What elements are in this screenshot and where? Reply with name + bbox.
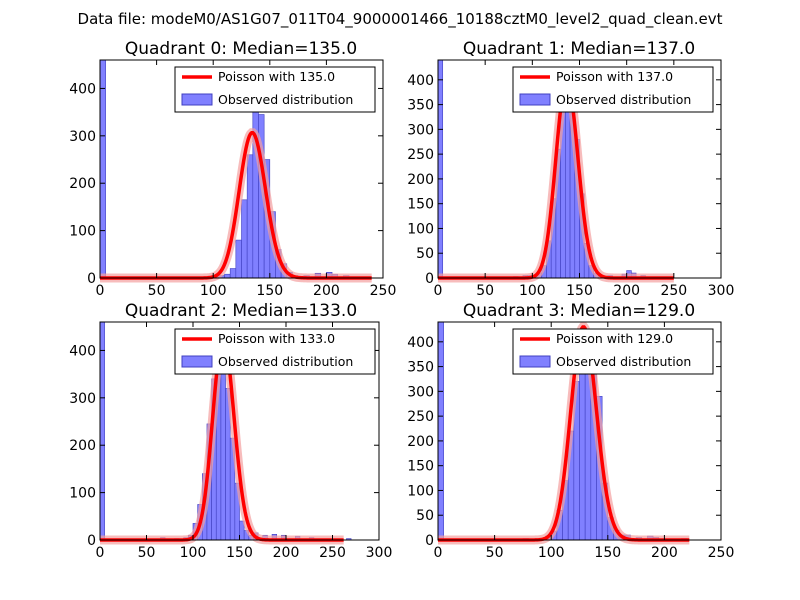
histogram-bar (246, 154, 254, 279)
plot-area: 0 50 100 150 200 250 300 0 50 100 150 200 250 300 350 4… (407, 59, 735, 299)
histogram-bar (437, 59, 444, 279)
histogram-bar (99, 321, 105, 541)
y-tick-label: 100 (69, 224, 96, 240)
legend-hist-label: Observed distribution (218, 92, 353, 107)
y-tick-label: 200 (69, 438, 96, 454)
x-tick-label: 0 (434, 283, 443, 299)
x-tick-label: 50 (138, 545, 156, 561)
y-tick-label: 0 (87, 533, 96, 549)
x-tick-label: 50 (476, 283, 494, 299)
y-tick-label: 400 (69, 343, 96, 359)
panel-title: Quadrant 1: Median=137.0 (463, 39, 695, 59)
axes-frame (99, 59, 384, 279)
y-tick-label: 400 (69, 81, 96, 97)
plot-area: 0 50 100 150 200 250 0 50 100 150 200 250 300 350 400 (407, 321, 735, 561)
histogram-bar (241, 199, 248, 279)
panel-quadrant-0: Quadrant 0: Median=135.0 0 50 100 150 200 250… (69, 39, 396, 299)
x-tick-label: 250 (660, 283, 687, 299)
x-tick-label: 150 (226, 545, 253, 561)
y-tick-label: 350 (407, 98, 434, 114)
x-tick-label: 100 (538, 545, 565, 561)
y-tick-label: 50 (416, 508, 434, 524)
panel-quadrant-3: Quadrant 3: Median=129.0 0 50 100 150 200 250… (407, 301, 734, 561)
x-tick-label: 50 (148, 283, 166, 299)
x-tick-label: 200 (273, 545, 300, 561)
histogram-bar (229, 268, 237, 279)
x-tick-label: 150 (594, 545, 621, 561)
x-tick-label: 200 (651, 545, 678, 561)
figure-suptitle: Data file: modeM0/AS1G07_011T04_90000014… (78, 10, 723, 29)
legend: Poisson with 135.0 Observed distribution (174, 66, 376, 113)
y-tick-label: 300 (407, 122, 434, 138)
panel-quadrant-2: Quadrant 2: Median=133.0 0 50 100 150 200 250… (69, 301, 392, 561)
legend-hist-label: Observed distribution (556, 354, 691, 369)
x-tick-label: 200 (613, 283, 640, 299)
x-tick-label: 0 (434, 545, 443, 561)
histogram-bar (579, 348, 586, 541)
legend-hist-swatch (519, 93, 551, 106)
panel-quadrant-1: Quadrant 1: Median=137.0 0 50 100 150 200 250… (407, 39, 734, 299)
histogram-bar (224, 273, 231, 279)
y-tick-label: 300 (407, 384, 434, 400)
x-tick-label: 0 (96, 545, 105, 561)
x-tick-label: 250 (319, 545, 346, 561)
x-tick-label: 200 (313, 283, 340, 299)
y-tick-label: 200 (69, 176, 96, 192)
x-tick-label: 250 (708, 545, 735, 561)
legend: Poisson with 133.0 Observed distribution (174, 328, 376, 375)
y-tick-label: 200 (407, 434, 434, 450)
legend-fit-label: Poisson with 137.0 (556, 69, 673, 84)
x-tick-label: 100 (200, 283, 227, 299)
y-tick-label: 150 (407, 197, 434, 213)
legend: Poisson with 129.0 Observed distribution (512, 328, 714, 375)
histogram-bar (220, 350, 226, 541)
legend-hist-swatch (181, 355, 213, 368)
legend-hist-swatch (519, 355, 551, 368)
histogram-bar (437, 321, 444, 541)
axes-frame (437, 59, 722, 279)
x-tick-label: 150 (566, 283, 593, 299)
x-tick-label: 100 (180, 545, 207, 561)
histogram-bar (99, 59, 106, 279)
x-tick-label: 300 (366, 545, 393, 561)
y-tick-label: 350 (407, 360, 434, 376)
y-tick-label: 100 (69, 486, 96, 502)
legend-fit-label: Poisson with 135.0 (218, 69, 335, 84)
y-tick-label: 400 (407, 335, 434, 351)
y-tick-label: 0 (425, 271, 434, 287)
y-tick-label: 100 (407, 221, 434, 237)
axes-frame (99, 321, 380, 541)
y-tick-label: 300 (69, 391, 96, 407)
legend-hist-label: Observed distribution (556, 92, 691, 107)
y-tick-label: 50 (416, 246, 434, 262)
x-tick-label: 150 (256, 283, 283, 299)
legend-hist-label: Observed distribution (218, 354, 353, 369)
axes-frame (437, 321, 722, 541)
y-tick-label: 200 (407, 172, 434, 188)
y-tick-label: 250 (407, 147, 434, 163)
panel-title: Quadrant 0: Median=135.0 (125, 39, 357, 59)
x-tick-label: 300 (708, 283, 735, 299)
x-tick-label: 0 (96, 283, 105, 299)
y-tick-label: 0 (425, 533, 434, 549)
y-tick-label: 300 (69, 129, 96, 145)
y-tick-label: 400 (407, 73, 434, 89)
y-tick-label: 100 (407, 483, 434, 499)
histogram-bar (235, 239, 242, 279)
legend-box (174, 66, 376, 113)
y-tick-label: 250 (407, 409, 434, 425)
panel-title: Quadrant 2: Median=133.0 (125, 301, 357, 321)
legend-hist-swatch (181, 93, 213, 106)
legend-fit-label: Poisson with 133.0 (218, 331, 335, 346)
legend-fit-label: Poisson with 129.0 (556, 331, 673, 346)
legend: Poisson with 137.0 Observed distribution (512, 66, 714, 113)
x-tick-label: 250 (370, 283, 397, 299)
panel-title: Quadrant 3: Median=129.0 (463, 301, 695, 321)
x-tick-label: 100 (519, 283, 546, 299)
y-tick-label: 0 (87, 271, 96, 287)
y-tick-label: 150 (407, 459, 434, 475)
x-tick-label: 50 (486, 545, 504, 561)
